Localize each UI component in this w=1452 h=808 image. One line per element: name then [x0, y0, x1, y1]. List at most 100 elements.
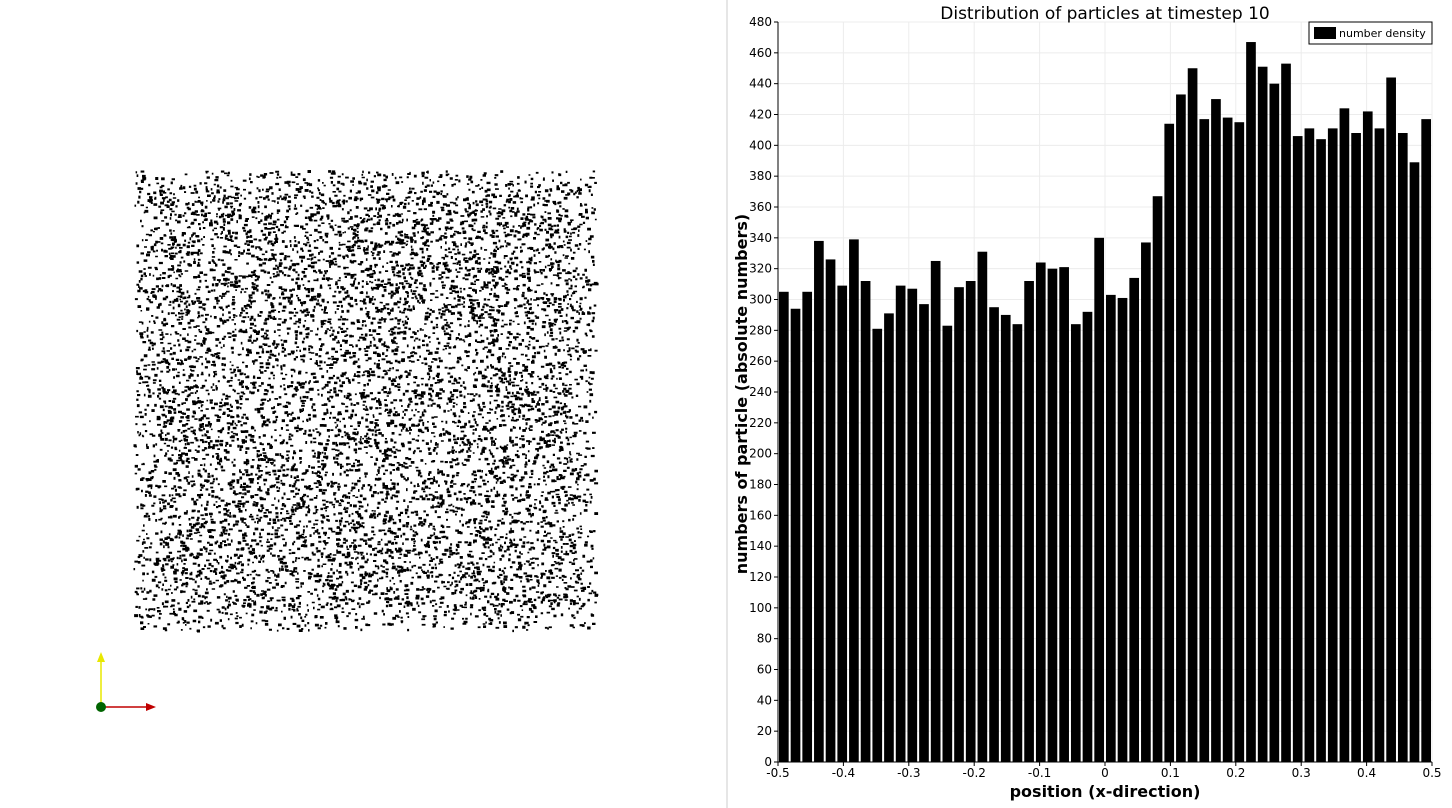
y-tick-label: 240	[749, 385, 772, 399]
histogram-bar	[802, 291, 813, 762]
histogram-bar	[1070, 324, 1081, 762]
y-tick-label: 440	[749, 77, 772, 91]
x-tick-label: 0.1	[1161, 766, 1180, 780]
histogram-bar	[1199, 119, 1210, 763]
histogram-bar	[1141, 242, 1151, 762]
particle-render-view[interactable]	[0, 0, 726, 808]
histogram-bar	[930, 260, 941, 762]
histogram-bar	[1082, 311, 1093, 762]
histogram-bar	[965, 281, 976, 762]
histogram-bar	[1339, 108, 1350, 762]
histogram-bar	[1234, 122, 1245, 762]
y-tick-label: 140	[749, 539, 772, 553]
y-axis-arrowhead	[97, 652, 105, 662]
y-tick-label: 300	[749, 293, 772, 307]
particle-scatter	[96, 170, 599, 712]
x-tick-label: -0.5	[766, 766, 789, 780]
particle-dots	[133, 170, 599, 633]
histogram-bar	[790, 308, 801, 762]
histogram-bar	[1187, 68, 1198, 762]
x-axis-arrowhead	[146, 703, 156, 711]
histogram-bar	[907, 288, 918, 762]
histogram-bar	[1024, 281, 1034, 762]
x-tick-label: 0.5	[1422, 766, 1441, 780]
histogram-bar	[1211, 99, 1221, 762]
histogram-bar	[1000, 314, 1011, 762]
histogram-bar	[989, 307, 999, 762]
histogram-bar	[849, 239, 859, 763]
chart-title: Distribution of particles at timestep 10	[940, 4, 1269, 24]
histogram-bar	[837, 285, 848, 762]
legend-swatch	[1314, 27, 1336, 39]
y-tick-label: 160	[749, 508, 772, 522]
y-tick-label: 0	[764, 755, 772, 769]
histogram-view[interactable]: 0 20 40 60 80 100 120 140 160 180 200 220 240 260 280 3…	[728, 0, 1452, 808]
axes-origin-marker	[96, 702, 106, 712]
x-tick-label: -0.3	[897, 766, 920, 780]
histogram-bar	[1292, 136, 1303, 762]
histogram-bar	[895, 285, 906, 762]
x-tick-label: -0.2	[962, 766, 985, 780]
y-tick-label: 60	[757, 663, 772, 677]
histogram-bars	[779, 42, 1431, 763]
histogram-bar	[1164, 123, 1175, 762]
histogram-bar	[1246, 42, 1256, 763]
y-tick-label: 340	[749, 231, 772, 245]
legend-label: number density	[1339, 27, 1426, 40]
y-axis-title: numbers of particle (absolute numbers)	[732, 214, 751, 574]
y-tick-label: 100	[749, 601, 772, 615]
histogram-bar	[872, 328, 883, 762]
y-tick-label: 420	[749, 108, 772, 122]
orientation-axes	[96, 652, 156, 712]
chart-legend: number density	[1308, 21, 1433, 45]
histogram-bar	[1386, 77, 1396, 762]
histogram-bar	[1035, 262, 1046, 762]
x-tick-labels: -0.5 -0.4 -0.3 -0.2 -0.1 0 0.1 0.2 0.3 0.4 0.5	[766, 762, 1442, 780]
histogram-bar	[1351, 133, 1361, 762]
histogram-bar	[884, 313, 894, 762]
histogram-bar	[1129, 277, 1140, 762]
histogram-bar	[954, 287, 964, 762]
y-tick-label: 480	[749, 15, 772, 29]
histogram-bar	[1397, 133, 1408, 762]
histogram-bar	[825, 259, 836, 762]
histogram-bar	[1047, 268, 1058, 762]
y-tick-label: 280	[749, 323, 772, 337]
histogram-bar	[1281, 63, 1291, 763]
histogram-bar	[1152, 196, 1163, 762]
histogram-bar	[1106, 294, 1116, 763]
histogram-bar	[779, 291, 789, 762]
histogram-bar	[1222, 117, 1233, 762]
y-tick-labels: 0 20 40 60 80 100 120 140 160 180 200 220 240 260 280 3…	[749, 15, 778, 769]
x-tick-label: 0.4	[1357, 766, 1376, 780]
histogram-bar	[1304, 128, 1315, 763]
y-tick-label: 360	[749, 200, 772, 214]
x-tick-label: -0.4	[832, 766, 855, 780]
x-tick-label: -0.1	[1028, 766, 1051, 780]
x-tick-label: 0.2	[1226, 766, 1245, 780]
histogram-bar	[1012, 324, 1023, 762]
y-tick-label: 260	[749, 354, 772, 368]
histogram-chart: 0 20 40 60 80 100 120 140 160 180 200 220 240 260 280 3…	[732, 4, 1442, 801]
x-tick-label: 0	[1101, 766, 1109, 780]
x-axis-title: position (x-direction)	[1010, 782, 1201, 801]
view-splitter[interactable]	[726, 0, 728, 808]
y-tick-label: 400	[749, 138, 772, 152]
particle-points	[133, 170, 599, 633]
x-tick-label: 0.3	[1292, 766, 1311, 780]
y-tick-label: 220	[749, 416, 772, 430]
histogram-bar	[1094, 237, 1104, 762]
y-tick-label: 120	[749, 570, 772, 584]
histogram-bar	[1059, 267, 1069, 762]
histogram-bar	[1327, 128, 1338, 763]
y-tick-label: 460	[749, 46, 772, 60]
histogram-bar	[1117, 297, 1128, 762]
legend-box	[1308, 21, 1433, 45]
histogram-bar	[1269, 83, 1280, 763]
histogram-bar	[1316, 139, 1326, 763]
histogram-bar	[919, 304, 929, 763]
histogram-bar	[977, 251, 988, 762]
histogram-bar	[860, 281, 871, 762]
y-tick-label: 40	[757, 693, 772, 707]
histogram-bar	[1362, 111, 1373, 763]
